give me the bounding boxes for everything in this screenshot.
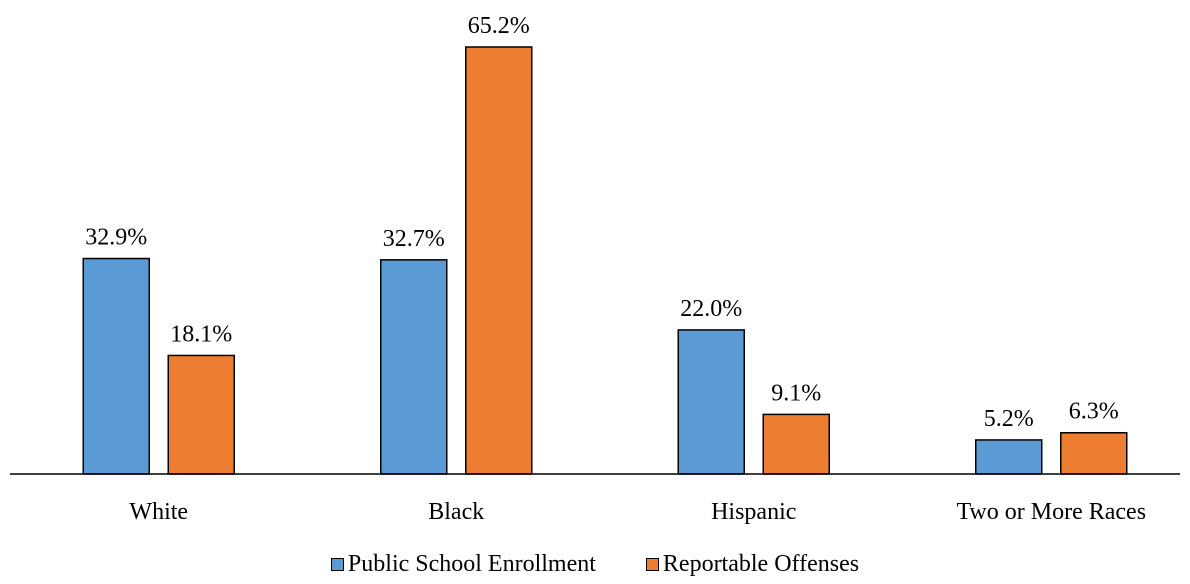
legend-swatch-enrollment [330,557,344,571]
legend-label-enrollment: Public School Enrollment [347,550,596,577]
category-label-two-or-more-races: Two or More Races [956,499,1146,525]
legend-swatch-offenses [645,557,659,571]
data-label-reportable-offenses-white: 18.1% [170,321,232,347]
data-label-reportable-offenses-two-or-more-races: 6.3% [1069,399,1119,425]
bars-layer [82,46,1128,475]
category-label-black: Black [428,499,484,525]
data-label-public-school-enrollment-hispanic: 22.0% [680,296,742,322]
category-label-white: White [129,499,188,525]
data-label-public-school-enrollment-white: 32.9% [85,225,147,251]
bar-public-school-enrollment-black [380,259,448,475]
legend-item-enrollment: Public School Enrollment [330,550,596,578]
bar-reportable-offenses-hispanic [762,413,830,475]
legend: Public School Enrollment Reportable Offe… [0,548,1190,580]
bar-reportable-offenses-black [465,46,533,475]
data-label-reportable-offenses-black: 65.2% [468,13,530,39]
data-label-public-school-enrollment-black: 32.7% [383,226,445,252]
category-label-hispanic: Hispanic [711,499,796,525]
data-labels-layer: 32.9% 18.1% 32.7% 65.2% 22.0% 9.1% 5.2% 6.3% [85,13,1119,432]
category-labels-layer: White Black Hispanic Two or More Races [129,499,1146,525]
data-label-reportable-offenses-hispanic: 9.1% [771,380,821,406]
bar-reportable-offenses-two-or-more-races [1060,431,1128,475]
bar-public-school-enrollment-two-or-more-races [975,439,1043,475]
legend-label-offenses: Reportable Offenses [662,550,860,577]
bar-reportable-offenses-white [167,354,235,475]
legend-item-offenses: Reportable Offenses [645,550,860,578]
data-label-public-school-enrollment-two-or-more-races: 5.2% [984,406,1034,432]
bar-public-school-enrollment-white [82,257,150,475]
bar-public-school-enrollment-hispanic [677,329,745,475]
